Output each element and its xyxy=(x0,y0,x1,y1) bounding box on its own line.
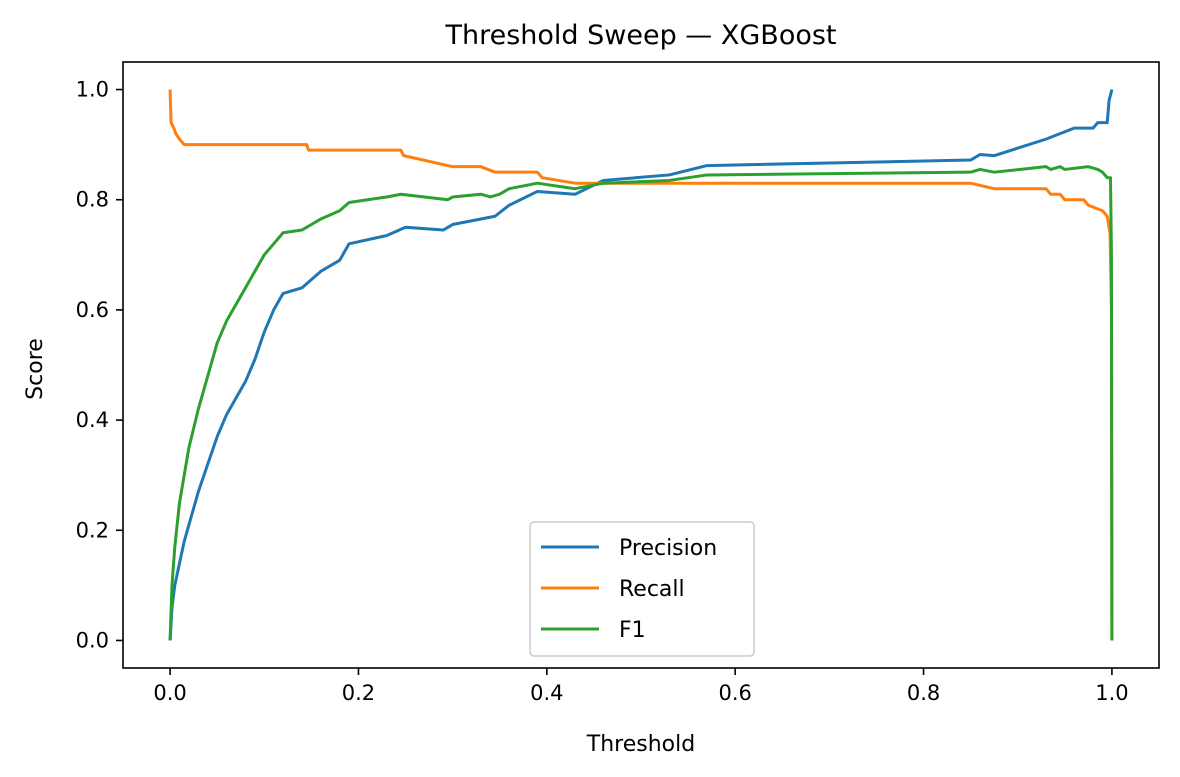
legend-label-precision: Precision xyxy=(619,536,717,561)
series-line-recall xyxy=(168,89,1114,641)
y-axis-ticks: 0.0 0.2 0.4 0.6 0.8 1.0 xyxy=(76,78,123,652)
x-axis-title: Threshold xyxy=(586,732,695,757)
y-axis-title: Score xyxy=(23,338,48,400)
series-line-f1 xyxy=(168,165,1114,641)
y-tick-label: 0.4 xyxy=(76,408,109,432)
legend-label-recall: Recall xyxy=(619,577,685,602)
legend-label-f1: F1 xyxy=(619,618,646,643)
plot-frame xyxy=(122,61,1160,669)
chart-title: Threshold Sweep — XGBoost xyxy=(444,20,836,51)
x-tick-label: 0.8 xyxy=(907,681,940,705)
x-tick-label: 1.0 xyxy=(1095,681,1128,705)
series-line-precision xyxy=(168,89,1114,641)
y-tick-label: 0.0 xyxy=(76,628,109,652)
x-tick-label: 0.0 xyxy=(153,681,186,705)
x-axis-ticks: 0.0 0.2 0.4 0.6 0.8 1.0 xyxy=(153,668,1129,705)
y-tick-label: 0.8 xyxy=(76,188,109,212)
x-tick-label: 0.6 xyxy=(718,681,751,705)
legend: Precision Recall F1 xyxy=(529,521,755,657)
legend-box xyxy=(529,521,755,657)
x-tick-label: 0.4 xyxy=(530,681,563,705)
plot-area xyxy=(122,61,1160,669)
y-tick-label: 0.6 xyxy=(76,298,109,322)
y-tick-label: 1.0 xyxy=(76,78,109,102)
y-tick-label: 0.2 xyxy=(76,518,109,542)
x-tick-label: 0.2 xyxy=(342,681,375,705)
